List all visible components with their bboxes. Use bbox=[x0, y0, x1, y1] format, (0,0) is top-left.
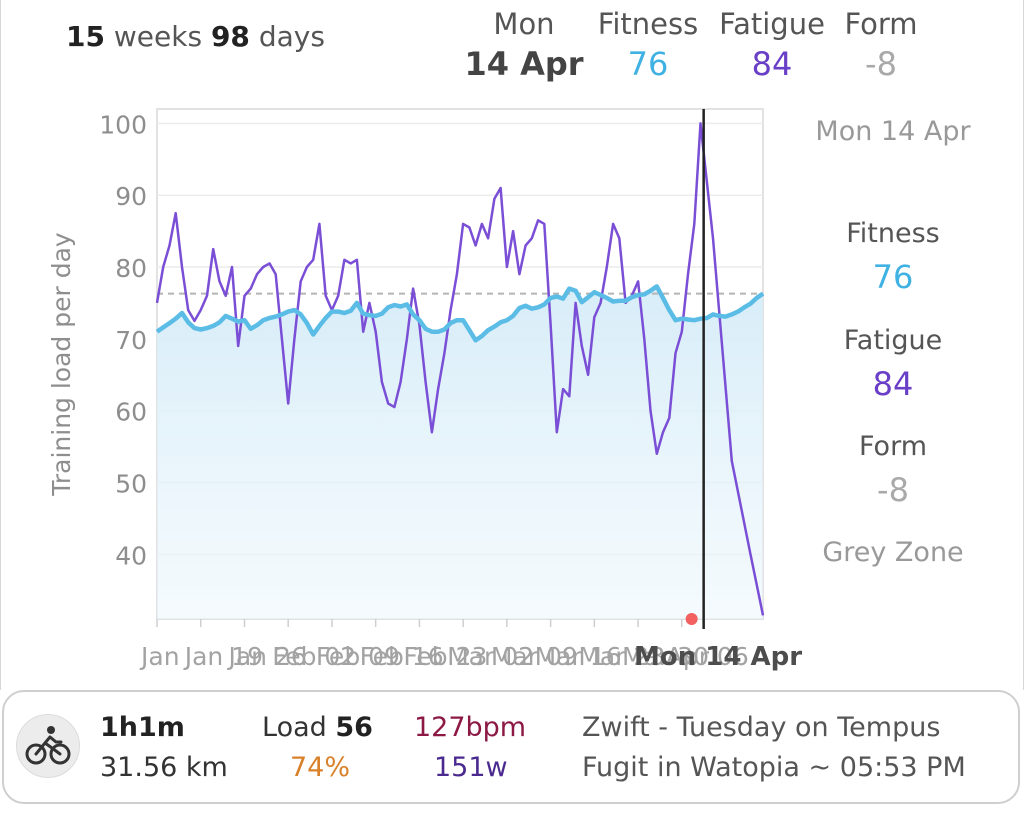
activity-duration: 1h1m bbox=[100, 712, 185, 743]
fitness-area bbox=[157, 286, 763, 619]
header-fatigue-value: 84 bbox=[751, 45, 793, 83]
header-fatigue: Fatigue 84 bbox=[716, 6, 828, 86]
header-fitness-value: 76 bbox=[627, 45, 669, 83]
x-tick-label: Feb 09 bbox=[316, 642, 400, 671]
y-tick-label: 40 bbox=[115, 541, 147, 570]
activity-load-value: 56 bbox=[335, 712, 373, 743]
days-unit: days bbox=[258, 20, 325, 53]
activity-heart-rate: 127bpm bbox=[414, 712, 527, 743]
x-tick-label: Feb 02 bbox=[272, 642, 356, 671]
x-tick-label: Feb 16 bbox=[360, 642, 444, 671]
y-axis-label: Training load per day bbox=[47, 232, 76, 497]
x-tick-label: Mar 30 bbox=[622, 642, 709, 671]
y-tick-label: 90 bbox=[115, 182, 147, 211]
activity-card[interactable]: 1h1m 31.56 km Load 56 74% 127bpm 151w Zw… bbox=[2, 690, 1020, 804]
header-fatigue-label: Fatigue bbox=[719, 7, 825, 41]
sidebar-date: Mon 14 Apr bbox=[815, 116, 971, 147]
x-tick-label: Jan 26 bbox=[226, 642, 306, 671]
activity-title-line2: Fugit in Watopia ~ 05:53 PM bbox=[582, 752, 966, 783]
y-tick-label: 50 bbox=[115, 470, 147, 499]
fitness-line bbox=[155, 284, 765, 343]
x-tick-label: Jan bbox=[139, 642, 180, 671]
activity-distance: 31.56 km bbox=[100, 752, 228, 783]
days-count: 98 bbox=[210, 20, 250, 53]
x-tick-label: Mar 02 bbox=[447, 642, 534, 671]
header-date: Mon 14 Apr bbox=[462, 6, 586, 86]
y-tick-label: 70 bbox=[115, 326, 147, 355]
x-tick-label: Mar 23 bbox=[578, 642, 665, 671]
y-axis-ticks: 40 50 60 70 80 90 100 bbox=[99, 110, 147, 570]
header-date-weekday: Mon bbox=[493, 7, 555, 41]
x-tick-label: Feb 23 bbox=[403, 642, 487, 671]
activity-power: 151w bbox=[434, 752, 508, 783]
sidebar-fatigue-label: Fatigue bbox=[843, 325, 943, 356]
bike-icon bbox=[16, 714, 80, 778]
sidebar-form-label: Form bbox=[858, 431, 927, 462]
header-form-label: Form bbox=[844, 7, 918, 41]
sidebar-fatigue-value: 84 bbox=[872, 365, 914, 403]
x-tick-label: Mar 09 bbox=[491, 642, 578, 671]
panel-left-border bbox=[0, 0, 1, 690]
header-fitness-label: Fitness bbox=[597, 7, 699, 41]
x-axis-selected-date: Mon 14 Apr bbox=[634, 642, 802, 672]
header-fitness: Fitness 76 bbox=[596, 6, 700, 86]
x-tick-label: Apr 06 bbox=[666, 642, 749, 671]
activity-title-line1: Zwift - Tuesday on Tempus bbox=[582, 712, 941, 743]
sidebar-zone: Grey Zone bbox=[822, 537, 964, 568]
activity-load-percent: 74% bbox=[290, 752, 351, 783]
weeks-unit: weeks bbox=[113, 20, 203, 53]
y-tick-label: 80 bbox=[115, 254, 147, 283]
weeks-count: 15 bbox=[66, 20, 105, 53]
activity-load: Load 56 bbox=[262, 712, 373, 743]
header-form: Form -8 bbox=[836, 6, 926, 86]
header-date-day: 14 Apr bbox=[464, 45, 584, 83]
y-tick-label: 60 bbox=[115, 398, 147, 427]
y-tick-label: 100 bbox=[99, 110, 147, 139]
sidebar-form-value: -8 bbox=[877, 471, 909, 509]
x-tick-label: Jan 19 bbox=[183, 642, 263, 671]
header-form-value: -8 bbox=[865, 45, 897, 83]
x-tick-label: Mar 16 bbox=[535, 642, 622, 671]
sidebar-fitness-label: Fitness bbox=[846, 218, 940, 249]
activity-marker[interactable] bbox=[685, 613, 698, 625]
sidebar-fitness-value: 76 bbox=[872, 258, 914, 296]
duration-summary: 15 weeks 98 days bbox=[66, 20, 325, 53]
activity-load-label: Load bbox=[262, 712, 327, 743]
